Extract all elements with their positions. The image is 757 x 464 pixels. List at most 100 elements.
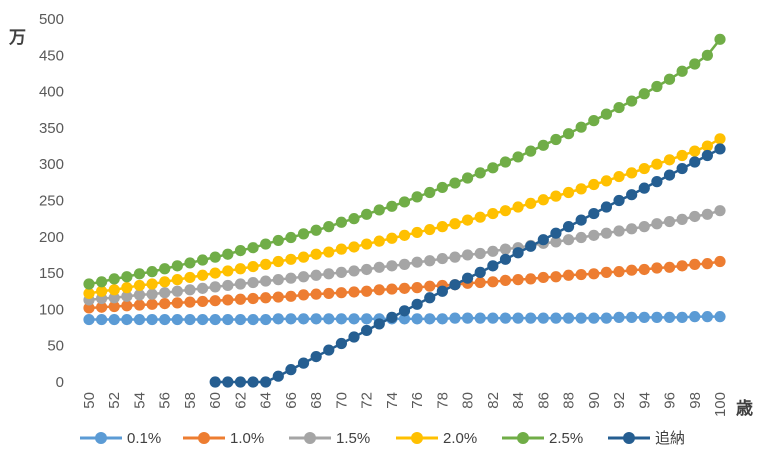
data-point — [449, 312, 461, 324]
data-point — [550, 312, 562, 324]
x-tick-label: 66 — [283, 392, 300, 409]
data-point — [562, 128, 575, 140]
data-point — [613, 266, 625, 278]
data-point — [449, 251, 461, 263]
data-point — [499, 274, 512, 286]
data-point — [562, 269, 575, 281]
data-point — [663, 215, 676, 228]
data-point — [600, 227, 613, 239]
data-point — [323, 344, 335, 356]
data-point — [184, 313, 196, 326]
data-point — [626, 189, 638, 201]
legend-label: 1.5% — [336, 430, 370, 447]
data-point — [159, 297, 171, 310]
data-point — [512, 247, 524, 259]
data-point — [171, 297, 183, 309]
data-point — [348, 265, 360, 277]
data-point — [373, 318, 385, 330]
data-point — [323, 313, 335, 325]
data-point — [247, 242, 259, 254]
data-point — [638, 162, 650, 175]
series-4 — [83, 33, 726, 290]
data-point — [121, 282, 133, 294]
data-point — [651, 311, 663, 323]
data-point — [613, 225, 625, 237]
data-point — [272, 234, 284, 247]
data-point — [297, 251, 310, 263]
data-point — [108, 292, 120, 304]
x-tick-label: 100 — [712, 392, 729, 417]
data-point — [474, 276, 486, 289]
data-point — [335, 243, 347, 255]
data-point — [411, 191, 423, 203]
data-point — [285, 313, 297, 325]
data-point — [462, 312, 474, 324]
legend-item: 0.1% — [80, 430, 161, 447]
data-point — [588, 229, 600, 241]
data-point — [474, 247, 486, 260]
data-point — [209, 313, 221, 326]
data-point — [234, 278, 247, 290]
series-2 — [83, 205, 726, 306]
data-point — [663, 169, 676, 181]
data-point — [588, 178, 600, 191]
data-point — [689, 258, 701, 270]
data-point — [260, 275, 272, 287]
x-tick-label: 98 — [687, 392, 704, 409]
data-point — [512, 201, 524, 213]
data-point — [285, 364, 297, 376]
data-point — [638, 311, 650, 323]
data-point — [499, 312, 512, 324]
legend-item: 2.0% — [396, 430, 477, 447]
data-point — [512, 151, 524, 163]
data-point — [83, 313, 95, 326]
data-point — [600, 312, 613, 324]
data-point — [83, 302, 95, 314]
data-point — [272, 313, 284, 325]
data-point — [96, 285, 108, 297]
data-point — [663, 73, 676, 85]
data-point — [436, 181, 448, 194]
data-point — [133, 313, 146, 326]
data-point — [348, 331, 360, 343]
data-point — [562, 312, 575, 324]
data-point — [121, 300, 133, 312]
data-point — [600, 201, 613, 213]
data-point — [310, 224, 322, 236]
y-tick-label: 200 — [39, 229, 64, 246]
data-point — [184, 257, 196, 269]
data-point — [626, 264, 638, 276]
data-point — [159, 263, 171, 275]
data-point — [272, 255, 284, 268]
data-point — [310, 248, 322, 260]
legend-marker — [95, 432, 107, 444]
data-point — [222, 248, 234, 260]
data-point — [487, 207, 499, 220]
data-point — [196, 269, 209, 281]
data-point — [386, 200, 398, 212]
data-point — [575, 183, 587, 195]
data-point — [196, 254, 209, 266]
data-point — [701, 140, 713, 152]
data-point — [714, 205, 726, 217]
data-point — [222, 313, 234, 326]
data-point — [209, 267, 221, 279]
data-point — [386, 232, 398, 244]
data-point — [222, 376, 234, 388]
data-point — [234, 313, 247, 326]
data-point — [133, 268, 146, 280]
data-point — [285, 231, 297, 244]
data-point — [550, 190, 562, 202]
data-point — [638, 221, 650, 233]
data-point — [537, 234, 549, 246]
legend-label: 追納 — [655, 430, 685, 447]
data-point — [651, 218, 663, 230]
data-point — [436, 285, 448, 297]
data-point — [575, 121, 587, 133]
legend-item: 2.5% — [502, 430, 583, 447]
x-tick-label: 92 — [611, 392, 628, 409]
x-tick-label: 74 — [384, 392, 401, 409]
data-point — [386, 283, 398, 295]
data-point — [159, 276, 171, 288]
data-point — [499, 205, 512, 217]
